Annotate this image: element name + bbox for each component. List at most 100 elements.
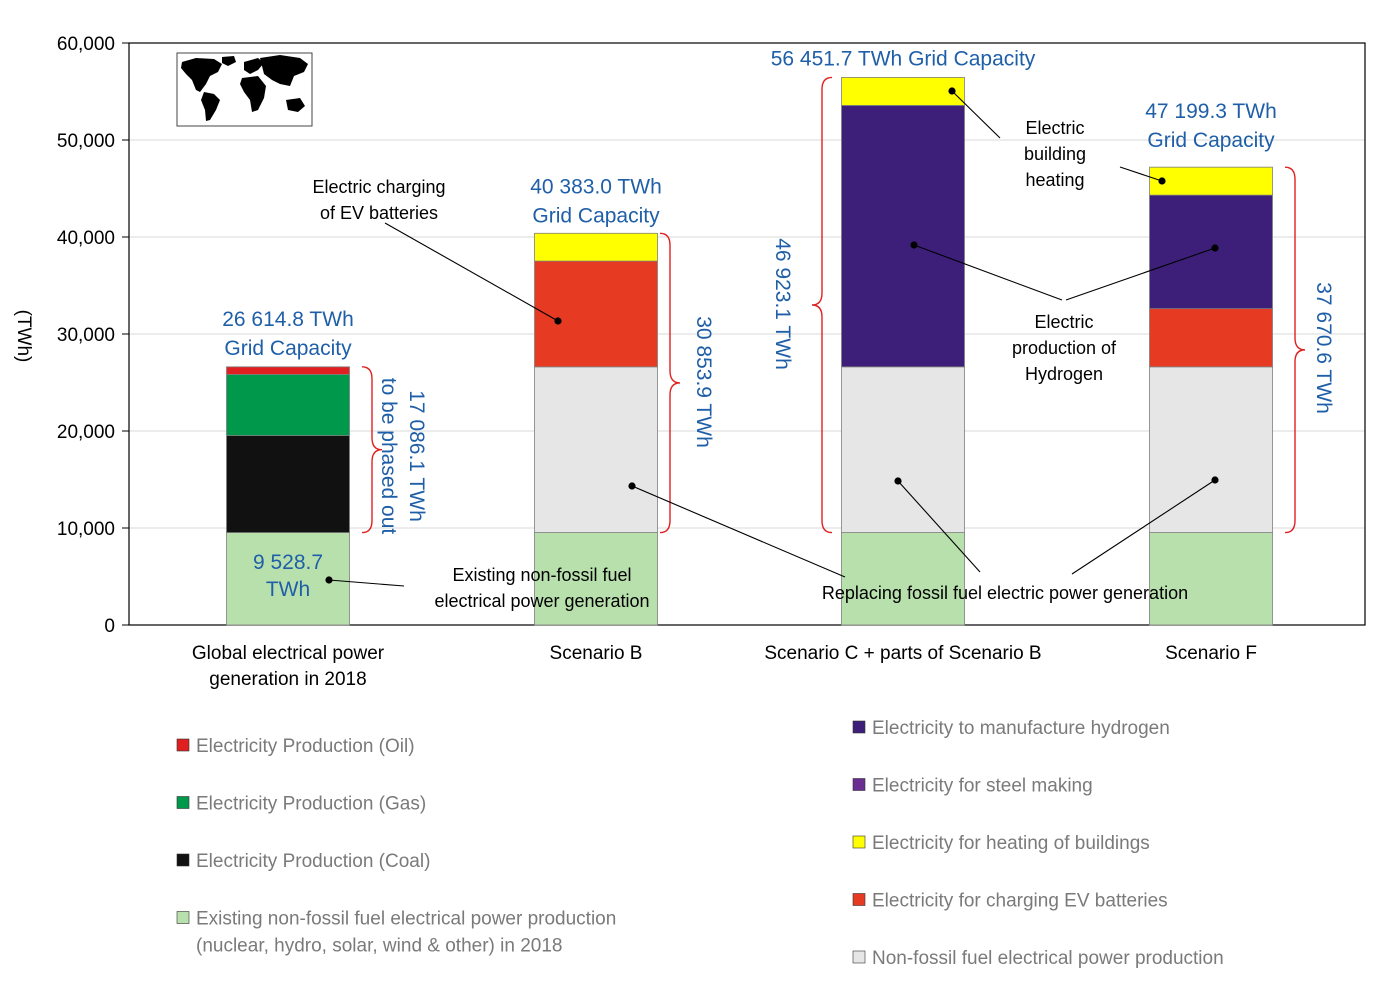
legend-swatch-nonfossil [852,950,866,964]
leader-existing [328,579,405,587]
annotation-hydrogen: Electric production of Hydrogen [1012,312,1117,384]
bar-segment-gas [226,374,350,436]
annotation-existing: Existing non-fossil fuel electrical power… [434,565,649,611]
legend-label-existing_nonfossil: Existing non-fossil fuel electrical powe… [196,909,616,957]
y-tick-label: 30,000 [57,325,115,346]
annotation-hydrogen-line: Hydrogen [1025,364,1103,384]
map-north-america [181,58,222,92]
bar-segment-hydrogen [841,105,965,368]
bracket-scenario-f [1284,166,1306,534]
legend-swatch-gas [176,796,190,809]
grid-capacity-label-line: Grid Capacity [1147,129,1275,152]
grid-capacity-label: 47 199.3 TWh Grid Capacity [1145,100,1277,152]
existing-value-label-line: TWh [266,578,310,601]
bracket-label-phased-out-text-line: 17 086.1 TWh [405,390,428,522]
x-category-label-line: Global electrical power [192,643,385,664]
legend-swatch-oil [176,738,190,752]
leader-dot [1211,244,1219,252]
y-tick-label: 50,000 [57,131,115,152]
bar-segment-existing_nonfossil [534,532,658,626]
bracket-scenario-c [811,76,833,534]
bar-segment-heating [534,232,658,262]
bar-segment-oil [226,366,350,375]
leader-dot [910,241,918,249]
legend-swatch-existing_nonfossil [176,911,190,924]
leader-heat-c [951,90,1001,139]
bar-layer [226,77,1273,626]
grid-capacity-label: 40 383.0 TWh Grid Capacity [530,175,662,227]
bar-segment-existing_nonfossil [1149,532,1273,626]
legend-label-hydrogen-line: Electricity to manufacture hydrogen [872,718,1170,739]
legend-swatch-steel [852,778,866,791]
grid-capacity-label-line: 47 199.3 TWh [1145,100,1277,123]
bar-segment-heating [1149,166,1273,196]
grid-capacity-label-line: Grid Capacity [532,204,660,227]
leader-dot [325,576,333,584]
world-map-inset [176,52,313,127]
legend-label-oil-line: Electricity Production (Oil) [196,736,415,757]
bar-segment-hydrogen [1149,194,1273,310]
map-south-america [201,92,220,121]
axis-layer: 0 10,000 20,000 30,000 40,000 50,000 60,000 (TW… [13,34,1366,690]
bracket-label-scenario-c-text-line: 46 923.1 TWh [771,238,794,370]
legend-label-gas: Electricity Production (Gas) [196,794,426,815]
y-tick-label: 40,000 [57,228,115,249]
leader-rep-c [897,480,981,573]
bracket-label-scenario-b-text: 30 853.9 TWh [692,316,715,448]
bracket-label-scenario-b: 30 853.9 TWh [692,316,715,448]
bar-segment-existing_nonfossil [841,532,965,626]
legend-label-heating-line: Electricity for heating of buildings [872,833,1150,854]
x-category-label-line: generation in 2018 [209,669,366,690]
legend-label-steel: Electricity for steel making [872,776,1093,797]
bracket-label-scenario-c: 46 923.1 TWh [771,238,794,370]
leader-ev [384,222,559,322]
legend-label-ev: Electricity for charging EV batteries [872,891,1168,912]
x-category-label: Scenario B [550,643,643,664]
bracket-label-scenario-b-text-line: 30 853.9 TWh [692,316,715,448]
leader-h2-f [1065,247,1216,301]
legend-label-existing_nonfossil-line: Existing non-fossil fuel electrical powe… [196,909,616,930]
annotation-building-heating-line: Electric [1025,118,1084,138]
y-tick-label: 0 [104,616,115,637]
x-category-label-line: Scenario B [550,643,643,664]
legend-swatch-heating [852,835,866,849]
bracket-label-scenario-c-text: 46 923.1 TWh [771,238,794,370]
bracket-label-phased-out-text-line: to be phased out [377,378,400,535]
x-category-label: Scenario F [1165,643,1257,664]
y-tick-label: 20,000 [57,422,115,443]
bracket-label-scenario-f: 37 670.6 TWh [1312,282,1335,414]
bracket-label-scenario-f-text: 37 670.6 TWh [1312,282,1335,414]
x-category-label-line: Scenario C + parts of Scenario B [764,643,1041,664]
leader-dot [554,317,562,325]
leader-h2-c [913,244,1063,301]
bar-segment-coal [226,435,350,533]
bar-segment-ev [1149,308,1273,368]
annotation-ev-charging-line: of EV batteries [320,203,438,223]
map-asia [260,55,308,86]
annotation-replacing-line: Replacing fossil fuel electric power gen… [822,583,1188,603]
bar-segment-nonfossil [534,366,658,533]
annotation-replacing: Replacing fossil fuel electric power gen… [822,583,1188,603]
grid-capacity-label-line: 40 383.0 TWh [530,175,662,198]
map-africa [240,76,266,112]
x-category-label: Global electrical power generation in 201… [192,643,385,690]
legend-label-oil: Electricity Production (Oil) [196,736,415,757]
legend-swatch-hydrogen [852,720,866,734]
bracket-phased-out [361,366,383,534]
grid-capacity-label-line: 56 451.7 TWh Grid Capacity [771,47,1036,70]
existing-value-label: 9 528.7 TWh [253,551,323,601]
legend-label-coal: Electricity Production (Coal) [196,851,430,872]
legend-label-coal-line: Electricity Production (Coal) [196,851,430,872]
leader-dot [628,482,636,490]
annotation-building-heating-line: heating [1025,170,1084,190]
existing-value-label-line: 9 528.7 [253,551,323,574]
legend-label-hydrogen: Electricity to manufacture hydrogen [872,718,1170,739]
grid-capacity-label-line: Grid Capacity [224,337,352,360]
bar-segment-heating [841,77,965,106]
annotation-hydrogen-line: Electric [1034,312,1093,332]
leader-dot [1158,177,1166,185]
legend-label-steel-line: Electricity for steel making [872,776,1093,797]
legend-label-gas-line: Electricity Production (Gas) [196,794,426,815]
